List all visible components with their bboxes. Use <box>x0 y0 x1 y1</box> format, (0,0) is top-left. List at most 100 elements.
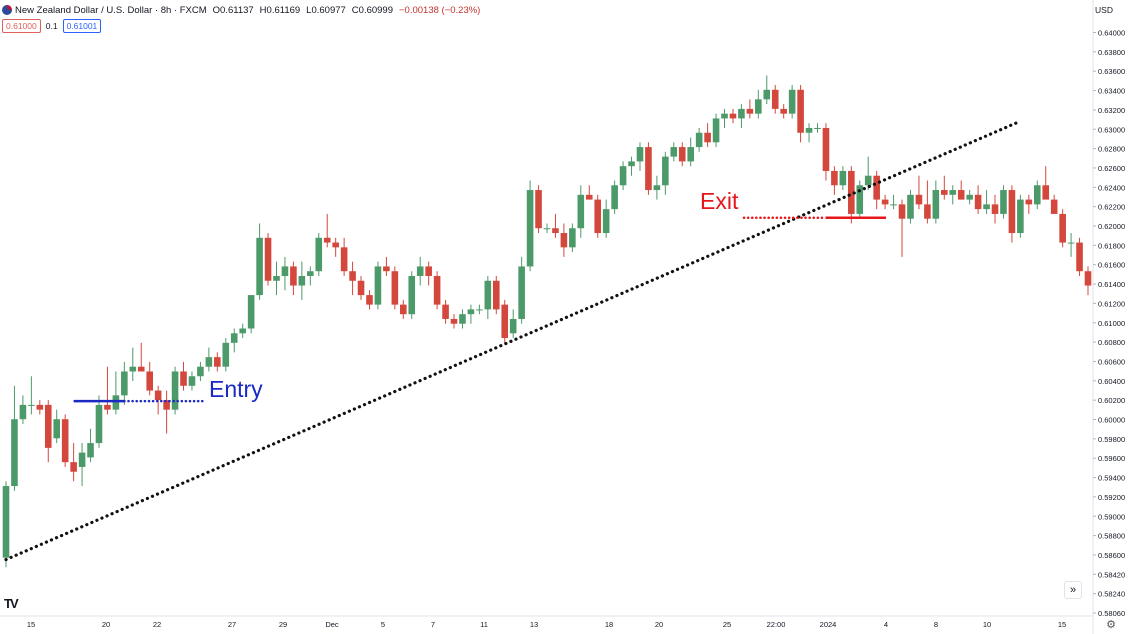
currency-label[interactable]: USD <box>1095 5 1113 15</box>
candle-body <box>112 395 120 410</box>
candle-body <box>763 89 771 100</box>
symbol-title[interactable]: New Zealand Dollar / U.S. Dollar · 8h · … <box>15 4 207 16</box>
candle-body <box>636 147 644 162</box>
price-tick-label: 0.64000 <box>1098 29 1125 38</box>
candle-body <box>569 228 576 248</box>
candle-body <box>222 342 230 367</box>
candle-body <box>315 237 323 272</box>
price-tick-label: 0.62200 <box>1098 203 1125 212</box>
candle-body <box>712 118 720 143</box>
candle-body <box>349 271 356 281</box>
candle-body <box>924 204 931 219</box>
candle-body <box>755 99 762 114</box>
candle-body <box>501 304 509 339</box>
candle-body <box>577 194 585 229</box>
buy-button[interactable]: 0.61001 <box>62 19 102 33</box>
candle-body <box>941 190 948 195</box>
sell-button[interactable]: 0.61000 <box>2 19 41 33</box>
candle-body <box>1033 185 1041 205</box>
double-chevron-right-icon[interactable]: » <box>1064 581 1082 599</box>
candle-body <box>78 452 86 467</box>
time-tick-label: 25 <box>723 620 731 629</box>
candle-body <box>552 228 559 234</box>
candle-body <box>188 376 196 386</box>
exit-label: Exit <box>700 188 739 214</box>
candle-body <box>890 204 897 206</box>
time-tick-label: 2024 <box>820 620 837 629</box>
time-tick-label: 27 <box>228 620 236 629</box>
candle-body <box>797 89 804 133</box>
candle-body <box>822 127 830 171</box>
price-tick-label: 0.62600 <box>1098 164 1125 173</box>
candle-body <box>467 309 475 315</box>
candle-body <box>602 209 610 234</box>
price-tick-label: 0.63600 <box>1098 67 1125 76</box>
time-tick-label: 29 <box>279 620 287 629</box>
candle-body <box>400 304 407 315</box>
candle-body <box>154 390 162 401</box>
candles <box>2 75 1092 568</box>
price-tick-label: 0.63200 <box>1098 106 1125 115</box>
candle-body <box>290 266 297 286</box>
candle-body <box>662 156 669 186</box>
candle-body <box>1025 199 1033 205</box>
candle-body <box>425 266 432 276</box>
drawings <box>4 120 1020 562</box>
candle-body <box>11 419 18 487</box>
price-tick-label: 0.63400 <box>1098 87 1125 96</box>
time-tick-label: 22 <box>153 620 161 629</box>
candle-body <box>704 132 711 143</box>
ohlc-open: O0.61137 <box>212 4 254 16</box>
price-tick-label: 0.59800 <box>1098 435 1125 444</box>
time-tick-label: 10 <box>983 620 991 629</box>
candle-body <box>2 486 10 558</box>
time-tick-label: 11 <box>480 620 488 629</box>
candle-body <box>831 170 838 186</box>
candle-body <box>247 295 255 329</box>
candle-body <box>957 190 965 200</box>
candle-body <box>535 190 542 229</box>
candle-body <box>1042 185 1050 200</box>
time-tick-label: 15 <box>27 620 35 629</box>
candle-body <box>518 266 525 319</box>
candle-body <box>780 108 787 114</box>
time-tick-label: 5 <box>381 620 385 629</box>
candle-body <box>932 190 940 219</box>
candle-body <box>949 190 957 195</box>
price-tick-label: 0.58600 <box>1098 551 1125 560</box>
time-tick-label: 7 <box>431 620 435 629</box>
candle-body <box>171 371 179 410</box>
candle-body <box>121 371 128 396</box>
candle-body <box>197 366 204 377</box>
candle-body <box>298 275 306 286</box>
candle-body <box>476 309 483 311</box>
time-tick-label: 13 <box>530 620 538 629</box>
candle-body <box>788 89 796 114</box>
candle-body <box>907 194 914 219</box>
time-axis: 15 20 22 27 29 Dec 5 7 11 13 18 20 25 22:00 2024 4 8 10 15 <box>0 615 1093 629</box>
time-tick-label: 20 <box>102 620 110 629</box>
candle-body <box>1076 242 1083 272</box>
price-tick-label: 0.58240 <box>1098 590 1125 599</box>
candle-body <box>307 271 314 276</box>
candle-body <box>687 147 694 162</box>
candle-body <box>323 237 331 243</box>
tradingview-logo-icon[interactable]: TV <box>4 596 19 611</box>
candle-body <box>1059 213 1066 243</box>
candle-body <box>991 204 999 214</box>
trendline <box>4 120 1020 562</box>
entry-label: Entry <box>209 376 263 402</box>
ohlc-change: −0.00138 (−0.23%) <box>399 4 481 16</box>
candle-body <box>729 113 737 119</box>
candle-body <box>966 194 973 200</box>
gear-icon[interactable]: ⚙ <box>1106 618 1116 631</box>
candle-body <box>645 147 652 191</box>
price-tick-label: 0.61200 <box>1098 299 1125 308</box>
candle-body <box>721 113 728 119</box>
price-tick-label: 0.59000 <box>1098 512 1125 521</box>
ohlc-low: L0.60977 <box>306 4 346 16</box>
candle-body <box>678 147 686 162</box>
price-tick-label: 0.59200 <box>1098 493 1125 502</box>
